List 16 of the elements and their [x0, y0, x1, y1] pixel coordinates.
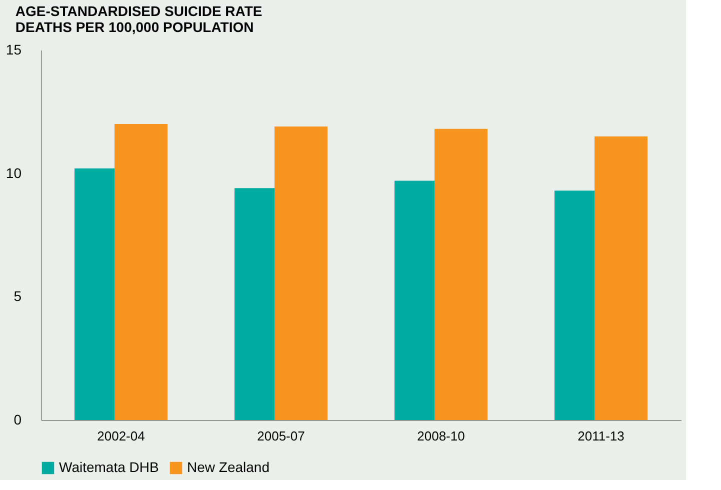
x-tick-label: 2002-04 [97, 428, 145, 444]
x-tick-label: 2008-10 [417, 428, 465, 444]
bar [114, 124, 168, 420]
legend-label: New Zealand [187, 459, 270, 475]
y-tick-label: 10 [6, 164, 22, 181]
bar [274, 126, 328, 420]
x-tick-label: 2011-13 [578, 428, 624, 444]
x-tick-label: 2005-07 [257, 428, 305, 444]
text: DEATHS PER 100,000 POPULATION [15, 19, 254, 35]
y-tick-label: 15 [6, 42, 22, 58]
y-tick-label: 0 [14, 412, 22, 428]
y-tick-label: 5 [14, 288, 22, 304]
bar [594, 136, 648, 420]
text: AGE-STANDARDISED SUICIDE RATE [15, 3, 262, 19]
bar [434, 128, 488, 420]
legend-label: Waitemata DHB [59, 459, 159, 475]
